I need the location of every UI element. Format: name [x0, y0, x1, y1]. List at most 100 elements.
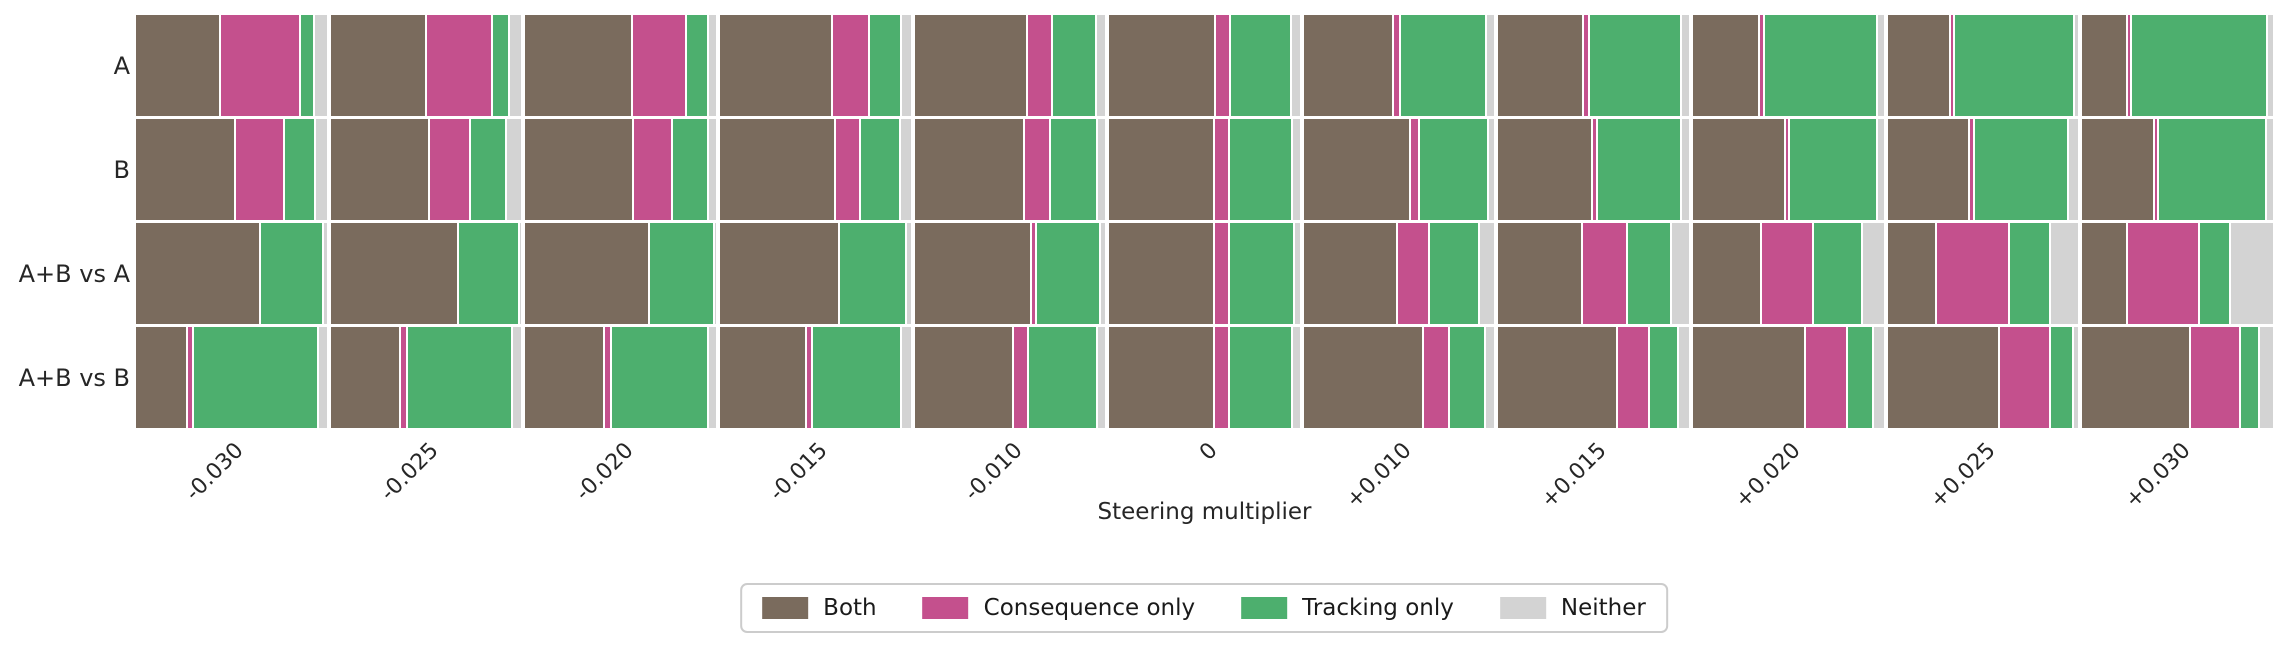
stacked-bar	[1498, 223, 1690, 324]
stacked-bar	[1109, 327, 1300, 428]
bar-segment-both	[1303, 327, 1422, 428]
bar-segment-both	[330, 223, 457, 324]
bar-segment-both	[525, 327, 603, 428]
bar-segment-both	[914, 223, 1030, 324]
bar-segment-consequence-only	[1421, 327, 1448, 428]
bar-segment-tracking-only	[298, 15, 313, 116]
legend-item-neither: Neither	[1499, 595, 1646, 621]
bar-segment-neither	[1477, 223, 1495, 324]
bar-segment-both	[2082, 223, 2126, 324]
bar-segment-neither	[706, 15, 716, 116]
bar-segment-consequence-only	[1934, 223, 2008, 324]
bar-segment-consequence-only	[1396, 223, 1428, 324]
stacked-bar	[1303, 15, 1495, 116]
bar-segment-tracking-only	[671, 119, 707, 220]
stacked-bar	[330, 119, 522, 220]
bar-segment-both	[1109, 223, 1213, 324]
bar-segment-tracking-only	[1399, 15, 1486, 116]
bar-segment-neither	[1679, 15, 1690, 116]
bar-segment-consequence-only	[398, 327, 406, 428]
column--0.025	[330, 15, 522, 428]
bar-segment-tracking-only	[1034, 223, 1099, 324]
bar-segment-tracking-only	[1027, 327, 1096, 428]
bar-segment-both	[1109, 119, 1213, 220]
bar-segment-tracking-only	[1418, 119, 1487, 220]
stacked-bar	[136, 327, 327, 428]
bar-segment-neither	[2048, 223, 2079, 324]
row-label: A+B vs A	[18, 259, 130, 288]
bar-segment-neither	[1095, 119, 1106, 220]
bar-segment-neither	[1486, 119, 1495, 220]
bar-segment-neither	[1484, 327, 1495, 428]
legend-swatch-neither	[1499, 597, 1546, 619]
bar-segment-consequence-only	[1212, 327, 1229, 428]
bar-segment-consequence-only	[630, 15, 686, 116]
bar-segment-neither	[1290, 15, 1300, 116]
stacked-bar	[1887, 327, 2079, 428]
plot-area	[136, 15, 2273, 428]
bar-segment-both	[719, 223, 839, 324]
stacked-bar	[1109, 223, 1300, 324]
bar-segment-consequence-only	[1213, 15, 1230, 116]
bar-segment-both	[1693, 327, 1804, 428]
bar-segment-neither	[1485, 15, 1495, 116]
bar-segment-neither	[706, 119, 716, 220]
bar-segment-neither	[518, 223, 522, 324]
bar-segment-tracking-only	[192, 327, 318, 428]
bar-segment-tracking-only	[811, 327, 901, 428]
bar-segment-both	[914, 327, 1013, 428]
bar-segment-both	[1109, 327, 1213, 428]
stacked-bar	[1887, 223, 2079, 324]
bar-segment-tracking-only	[1051, 15, 1095, 116]
stacked-bar	[136, 119, 327, 220]
bar-segment-consequence-only	[1757, 15, 1764, 116]
bar-segment-consequence-only	[233, 119, 283, 220]
legend-item-consequence-only: Consequence only	[922, 595, 1196, 621]
bar-segment-tracking-only	[2197, 223, 2229, 324]
bar-segment-consequence-only	[2152, 119, 2158, 220]
column-0	[1109, 15, 1300, 428]
bar-segment-neither	[1679, 119, 1690, 220]
bar-segment-neither	[1676, 327, 1690, 428]
x-axis-label: Steering multiplier	[1097, 499, 1312, 525]
bar-segment-consequence-only	[1759, 223, 1813, 324]
bar-segment-tracking-only	[648, 223, 713, 324]
legend-label: Tracking only	[1302, 595, 1454, 621]
bar-segment-tracking-only	[1626, 223, 1670, 324]
bar-segment-consequence-only	[1997, 327, 2049, 428]
bar-segment-tracking-only	[405, 327, 511, 428]
legend-swatch-both	[762, 597, 809, 619]
bar-segment-tracking-only	[1447, 327, 1485, 428]
legend-label: Both	[823, 595, 877, 621]
bar-segment-consequence-only	[1012, 327, 1028, 428]
stacked-bar	[525, 15, 716, 116]
bar-segment-tracking-only	[1952, 15, 2073, 116]
bar-segment-tracking-only	[1972, 119, 2068, 220]
bar-segment-tracking-only	[456, 223, 519, 324]
bar-segment-both	[1693, 119, 1784, 220]
bar-segment-tracking-only	[867, 15, 901, 116]
bar-segment-both	[2082, 327, 2190, 428]
legend-label: Consequence only	[983, 595, 1196, 621]
stacked-bar	[330, 327, 522, 428]
bar-segment-tracking-only	[282, 119, 314, 220]
bar-segment-both	[1498, 15, 1583, 116]
bar-segment-neither	[2265, 119, 2273, 220]
legend-swatch-tracking-only	[1241, 597, 1288, 619]
bar-segment-neither	[2266, 15, 2273, 116]
stacked-bar	[2082, 119, 2273, 220]
stacked-bar	[330, 223, 522, 324]
bar-segment-consequence-only	[1582, 15, 1589, 116]
bar-segment-tracking-only	[2048, 327, 2072, 428]
bar-segment-consequence-only	[1580, 223, 1626, 324]
bar-segment-neither	[900, 327, 911, 428]
stacked-bar	[719, 119, 911, 220]
bar-segment-both	[525, 15, 631, 116]
bar-segment-neither	[504, 119, 522, 220]
bar-segment-consequence-only	[1026, 15, 1052, 116]
bar-segment-both	[2082, 119, 2153, 220]
bar-segment-both	[330, 15, 425, 116]
stacked-bar	[719, 223, 911, 324]
bar-segment-consequence-only	[1409, 119, 1419, 220]
